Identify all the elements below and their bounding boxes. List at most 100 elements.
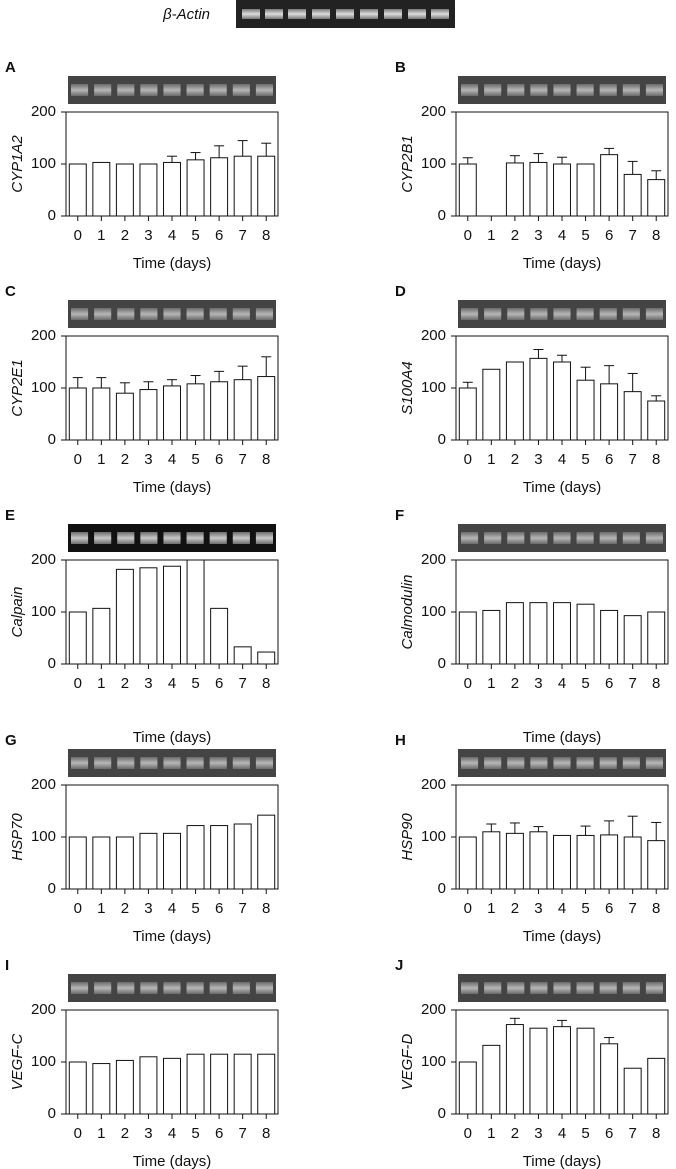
gel-band <box>484 982 502 994</box>
gel-band <box>507 532 525 544</box>
y-axis-label: VEGF-D <box>399 1034 416 1091</box>
x-tick-label: 6 <box>215 227 223 244</box>
bar <box>233 823 252 890</box>
gel-band <box>232 308 250 320</box>
x-tick-label: 5 <box>191 900 199 917</box>
y-tick-label: 0 <box>48 1105 56 1122</box>
gel-band <box>71 532 89 544</box>
x-axis-label: Time (days) <box>133 729 212 746</box>
x-tick-label: 6 <box>215 451 223 468</box>
y-tick-label: 0 <box>438 431 446 448</box>
y-tick-label: 100 <box>421 603 446 620</box>
x-tick-label: 4 <box>558 227 566 244</box>
bar <box>576 1027 595 1115</box>
gel-band <box>461 532 479 544</box>
bar <box>257 155 276 217</box>
x-tick-label: 0 <box>464 227 472 244</box>
bar <box>647 1057 666 1115</box>
gel-band <box>186 532 204 544</box>
y-tick-label: 100 <box>31 1053 56 1070</box>
y-axis-label: S100A4 <box>399 361 416 414</box>
x-tick-label: 2 <box>511 1125 519 1142</box>
panel-label: C <box>5 283 16 300</box>
x-tick-label: 3 <box>144 675 152 692</box>
x-tick-label: 4 <box>558 1125 566 1142</box>
bar <box>623 173 642 217</box>
gel-band <box>622 84 640 96</box>
gel-band <box>140 982 158 994</box>
bar <box>576 163 595 217</box>
x-tick-label: 2 <box>511 900 519 917</box>
bar <box>257 814 276 890</box>
gel-band <box>599 982 617 994</box>
gel-band <box>163 757 181 769</box>
gel-band <box>209 84 227 96</box>
y-tick-label: 0 <box>48 655 56 672</box>
x-tick-label: 4 <box>168 451 176 468</box>
bar <box>115 163 134 217</box>
x-tick-label: 7 <box>238 227 246 244</box>
bar <box>529 357 548 441</box>
gel-band <box>117 532 135 544</box>
x-tick-label: 8 <box>262 1125 270 1142</box>
bar <box>115 836 134 890</box>
x-tick-label: 0 <box>74 451 82 468</box>
gel-band <box>507 84 525 96</box>
gel-band <box>576 532 594 544</box>
x-axis-label: Time (days) <box>523 479 602 496</box>
x-tick-label: 3 <box>534 900 542 917</box>
bar <box>68 611 87 665</box>
y-axis-label: Calmodulin <box>399 574 416 649</box>
x-tick-label: 2 <box>121 227 129 244</box>
bar <box>139 389 158 441</box>
gel-band <box>530 532 548 544</box>
bar <box>68 836 87 890</box>
gel-band <box>117 84 135 96</box>
bar <box>92 1063 111 1115</box>
gel-band <box>599 308 617 320</box>
bar <box>257 376 276 441</box>
gel-band <box>186 84 204 96</box>
x-tick-label: 7 <box>238 451 246 468</box>
x-tick-label: 8 <box>652 451 660 468</box>
gel-band <box>255 84 273 96</box>
x-tick-label: 6 <box>605 900 613 917</box>
gel-band <box>232 84 250 96</box>
gel-band <box>622 532 640 544</box>
gel-band <box>163 308 181 320</box>
bar <box>458 387 477 441</box>
x-tick-label: 3 <box>534 227 542 244</box>
y-tick-label: 200 <box>31 551 56 568</box>
gel-band <box>232 982 250 994</box>
bar <box>576 379 595 441</box>
x-tick-label: 7 <box>238 1125 246 1142</box>
x-tick-label: 0 <box>464 900 472 917</box>
bar <box>600 834 619 890</box>
bar <box>458 163 477 217</box>
x-tick-label: 6 <box>215 675 223 692</box>
bar <box>553 602 571 665</box>
y-tick-label: 200 <box>31 327 56 344</box>
x-tick-label: 1 <box>487 227 495 244</box>
gel-band <box>140 84 158 96</box>
x-tick-label: 3 <box>144 900 152 917</box>
x-tick-label: 6 <box>605 675 613 692</box>
bar <box>576 603 595 665</box>
x-axis-label: Time (days) <box>133 255 212 272</box>
x-tick-label: 4 <box>168 227 176 244</box>
x-axis-label: Time (days) <box>133 928 212 945</box>
x-tick-label: 0 <box>464 451 472 468</box>
bar <box>553 361 571 441</box>
bar <box>210 1053 229 1115</box>
x-tick-label: 8 <box>652 1125 660 1142</box>
y-axis-label: CYP2E1 <box>9 359 26 417</box>
gel-band <box>209 982 227 994</box>
bar <box>623 391 642 441</box>
bar <box>647 840 666 890</box>
gel-band <box>553 84 571 96</box>
gel-band <box>255 982 273 994</box>
bar <box>553 1026 571 1115</box>
